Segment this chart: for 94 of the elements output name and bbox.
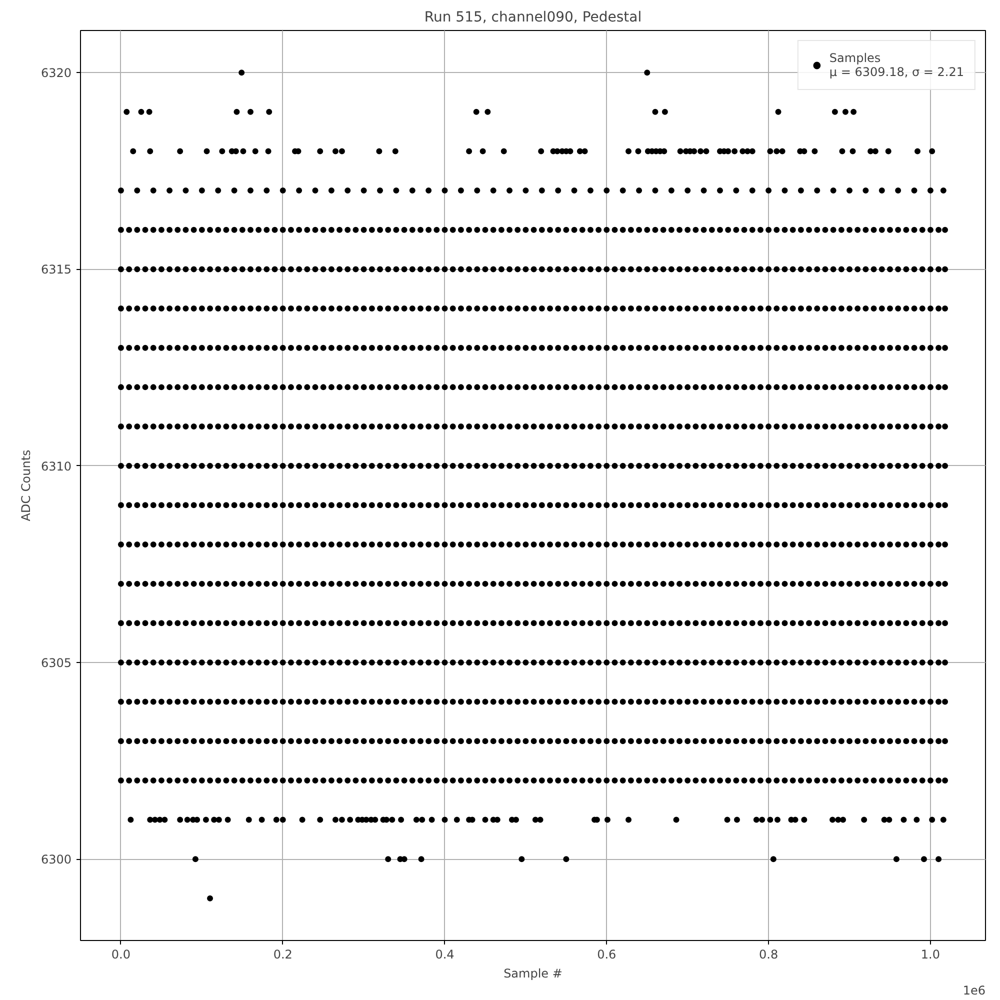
point xyxy=(146,108,152,115)
point xyxy=(684,188,691,194)
point xyxy=(846,188,853,194)
x-axis-title: Sample # xyxy=(504,966,562,980)
point xyxy=(192,856,198,862)
point xyxy=(652,108,658,115)
point xyxy=(134,188,140,194)
point xyxy=(832,108,838,115)
point xyxy=(862,188,869,194)
point xyxy=(215,188,222,194)
point xyxy=(247,188,254,194)
point xyxy=(280,188,286,194)
point xyxy=(264,188,270,194)
point xyxy=(700,188,707,194)
point xyxy=(360,188,367,194)
point xyxy=(474,188,480,194)
y-tick-label: 6320 xyxy=(40,66,72,80)
point xyxy=(571,188,578,194)
y-tick-label: 6305 xyxy=(40,656,72,670)
x-tick-label: 0.0 xyxy=(111,948,131,962)
point xyxy=(328,188,334,194)
point xyxy=(124,108,130,115)
point xyxy=(296,188,302,194)
point xyxy=(893,856,900,862)
point xyxy=(936,856,942,862)
point xyxy=(393,188,400,194)
y-tick-label: 6300 xyxy=(40,852,72,867)
point xyxy=(522,188,529,194)
chart-title: Run 515, channel090, Pedestal xyxy=(424,10,642,26)
point xyxy=(418,856,424,862)
point xyxy=(442,188,448,194)
point xyxy=(842,108,848,115)
point xyxy=(850,108,857,115)
point xyxy=(138,108,144,115)
point xyxy=(385,856,392,862)
point xyxy=(234,108,240,115)
point xyxy=(247,108,254,115)
point xyxy=(538,188,545,194)
point xyxy=(198,188,205,194)
legend-label: Samples μ = 6309.18, σ = 2.21 xyxy=(829,51,964,79)
y-tick-label: 6310 xyxy=(40,459,72,474)
point xyxy=(636,188,642,194)
point xyxy=(118,188,124,194)
point xyxy=(238,70,245,76)
point xyxy=(895,188,902,194)
point xyxy=(940,188,946,194)
point xyxy=(814,188,820,194)
point xyxy=(563,856,570,862)
point xyxy=(182,188,189,194)
x-tick-label: 0.2 xyxy=(273,948,292,962)
point xyxy=(662,108,668,115)
point xyxy=(312,188,318,194)
point xyxy=(506,188,513,194)
x-tick-label: 0.6 xyxy=(597,948,616,962)
x-tick-label: 0.8 xyxy=(759,948,778,962)
text: 1e6 xyxy=(962,984,986,998)
point xyxy=(490,188,496,194)
point xyxy=(426,188,432,194)
point xyxy=(668,188,674,194)
point xyxy=(830,188,836,194)
x-tick-label: 0.4 xyxy=(435,948,454,962)
y-axis-title: ADC Counts xyxy=(18,450,33,522)
point xyxy=(927,188,934,194)
point xyxy=(266,108,272,115)
point xyxy=(344,188,351,194)
point xyxy=(782,188,788,194)
point xyxy=(458,188,464,194)
point xyxy=(911,188,918,194)
point xyxy=(377,188,384,194)
point xyxy=(166,188,173,194)
point xyxy=(409,188,416,194)
point xyxy=(231,188,238,194)
point xyxy=(798,188,804,194)
point xyxy=(150,188,156,194)
point xyxy=(878,188,885,194)
point xyxy=(644,70,650,76)
point xyxy=(555,188,562,194)
point xyxy=(770,856,776,862)
point xyxy=(775,108,782,115)
point xyxy=(749,188,756,194)
point xyxy=(620,188,626,194)
y-tick-label: 6315 xyxy=(40,262,72,277)
point xyxy=(766,188,772,194)
point xyxy=(652,188,658,194)
point xyxy=(604,188,610,194)
point xyxy=(587,188,594,194)
point xyxy=(920,856,927,862)
point xyxy=(518,856,525,862)
point xyxy=(484,108,491,115)
point xyxy=(716,188,723,194)
point xyxy=(473,108,480,115)
x-tick-label: 1.0 xyxy=(920,948,940,962)
point xyxy=(207,895,214,902)
point xyxy=(733,188,740,194)
